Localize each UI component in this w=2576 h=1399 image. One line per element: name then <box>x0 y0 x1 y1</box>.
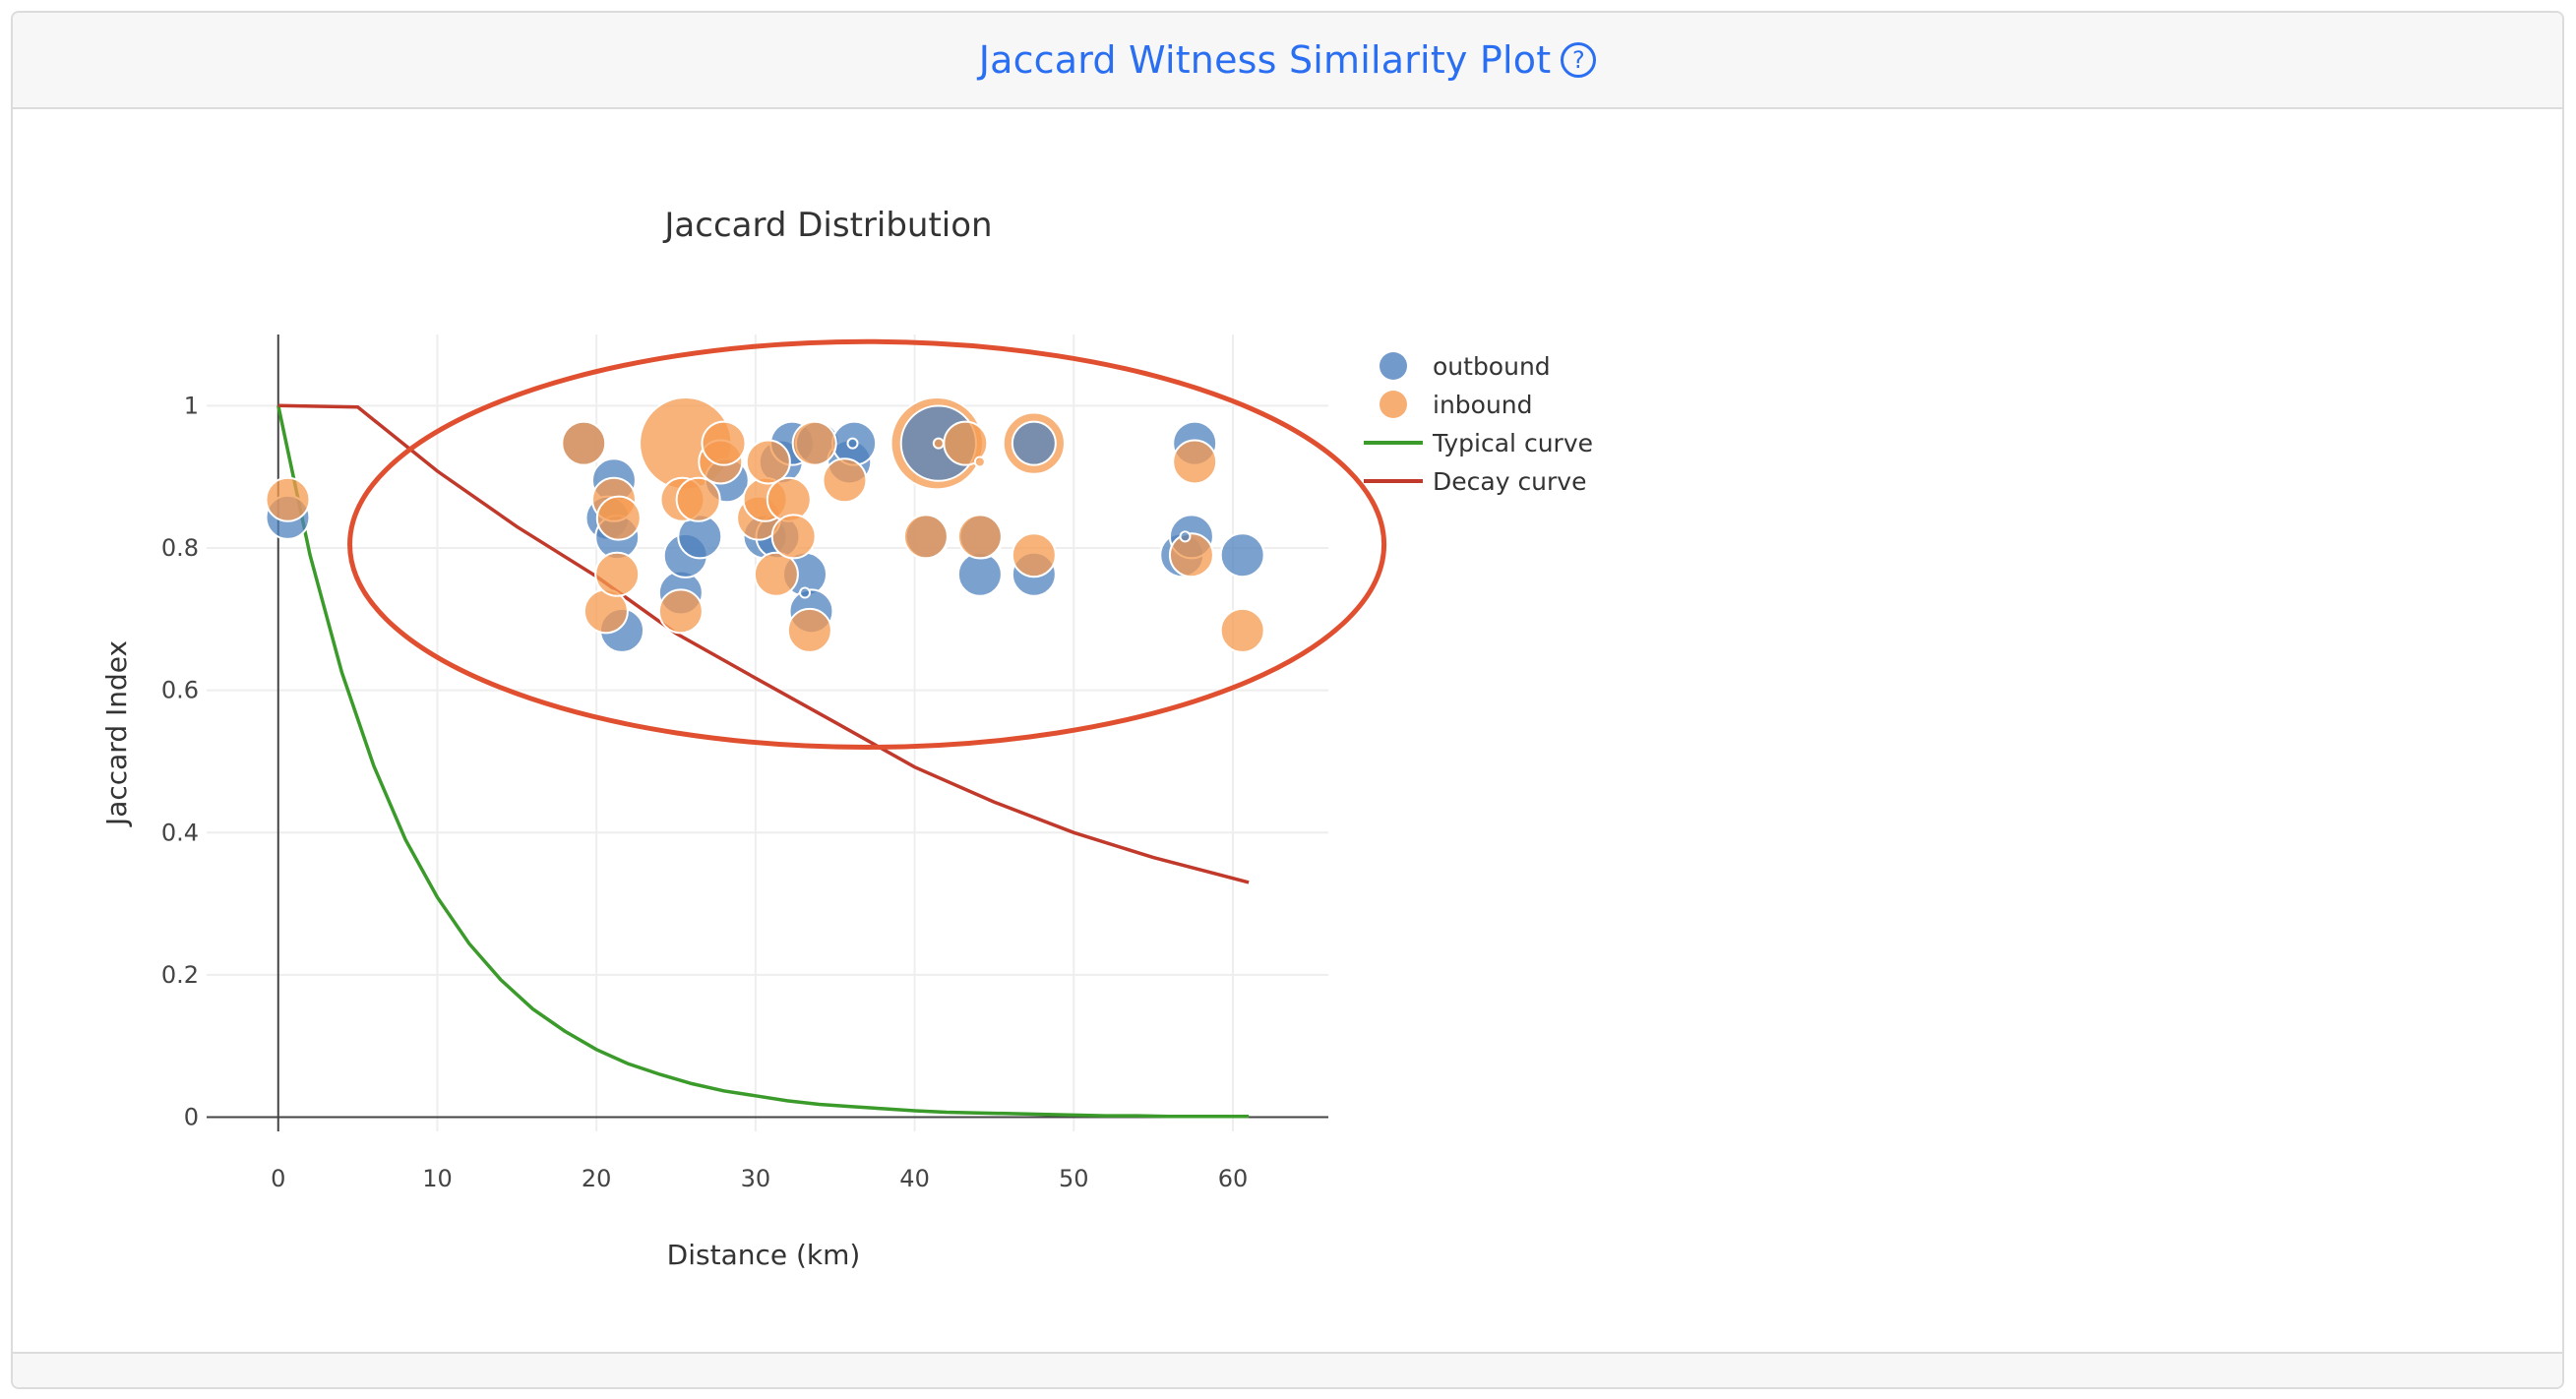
data-point <box>956 514 1003 560</box>
y-axis-title: Jaccard Index <box>100 640 133 827</box>
chart-title: Jaccard Distribution <box>662 206 992 245</box>
legend-label: outbound <box>1433 352 1551 381</box>
y-tick-label: 0.6 <box>161 677 199 704</box>
x-tick-label: 10 <box>422 1165 453 1192</box>
x-tick-label: 60 <box>1218 1165 1249 1192</box>
x-tick-label: 0 <box>271 1165 285 1192</box>
data-point <box>791 420 837 466</box>
x-tick-label: 20 <box>582 1165 612 1192</box>
data-point <box>1219 607 1265 653</box>
data-point <box>657 588 704 635</box>
legend-label: Typical curve <box>1432 429 1593 457</box>
data-point <box>745 439 791 485</box>
series-line <box>277 403 1250 884</box>
y-tick-label: 1 <box>184 392 199 419</box>
data-point <box>675 476 721 522</box>
legend-marker <box>1380 391 1407 418</box>
data-point <box>846 437 859 450</box>
data-point <box>973 456 986 468</box>
question-circle-icon[interactable]: ? <box>1561 42 1597 78</box>
card-title: Jaccard Witness Similarity Plot <box>978 38 1552 82</box>
data-point <box>1219 532 1265 578</box>
data-point <box>1179 530 1192 543</box>
data-point <box>902 514 949 560</box>
legend-label: inbound <box>1433 391 1533 419</box>
data-point <box>770 514 817 560</box>
data-point <box>1168 532 1214 578</box>
data-point <box>595 495 642 541</box>
data-point <box>932 437 945 450</box>
y-tick-label: 0 <box>184 1104 199 1131</box>
y-tick-label: 0.2 <box>161 961 199 989</box>
series-line <box>276 404 1250 1119</box>
card-footer <box>13 1352 2562 1387</box>
data-point <box>822 457 868 504</box>
y-tick-label: 0.8 <box>161 534 199 562</box>
data-point <box>701 420 747 466</box>
data-point <box>1172 439 1218 485</box>
data-point <box>799 586 811 599</box>
data-point <box>786 607 832 653</box>
x-tick-label: 40 <box>899 1165 930 1192</box>
x-tick-label: 50 <box>1059 1165 1089 1192</box>
data-point <box>753 551 799 597</box>
data-point <box>265 476 311 522</box>
x-tick-label: 30 <box>741 1165 771 1192</box>
legend: outbound inbound Typical curve Decay curve <box>1364 352 1593 496</box>
x-axis-title: Distance (km) <box>667 1239 861 1271</box>
y-tick-label: 0.4 <box>161 819 199 846</box>
legend-label: Decay curve <box>1433 467 1586 496</box>
data-point <box>561 420 607 466</box>
legend-marker <box>1380 352 1407 380</box>
card-header: Jaccard Witness Similarity Plot ? <box>13 13 2562 109</box>
annotation-ellipse <box>347 338 1387 750</box>
data-point <box>1011 420 1057 466</box>
data-point <box>1011 532 1057 578</box>
data-point <box>594 551 641 597</box>
